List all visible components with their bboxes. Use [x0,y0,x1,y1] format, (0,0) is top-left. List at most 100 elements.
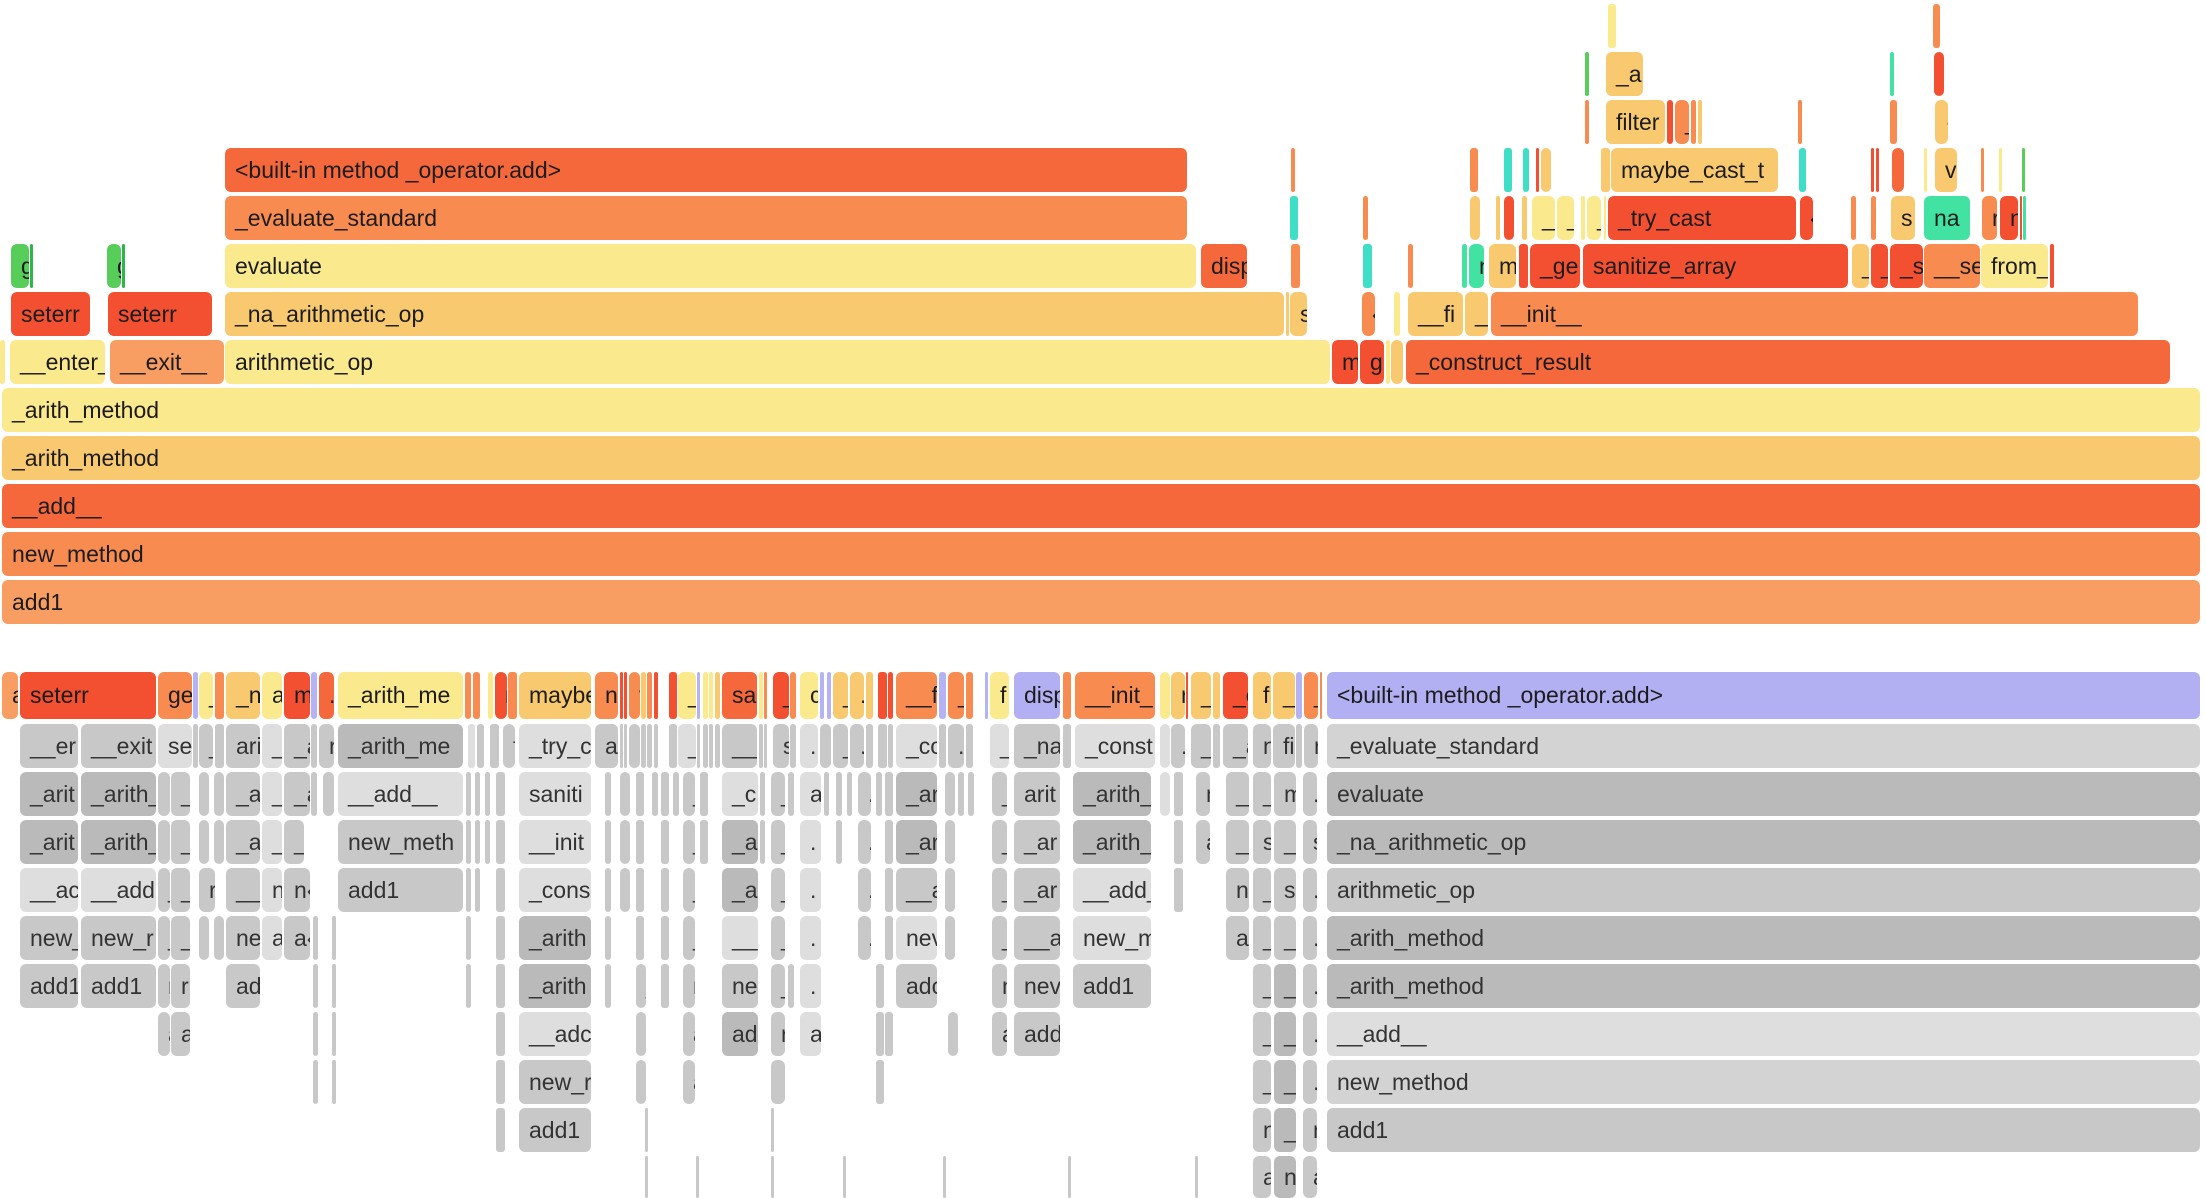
flame-frame[interactable]: f [990,672,1009,719]
flame-frame[interactable]: _arit [20,772,78,816]
flame-frame[interactable]: new_meth [338,820,463,864]
flame-frame[interactable]: . [1303,1012,1317,1056]
flame-frame[interactable]: _ [992,916,1007,960]
flame-frame[interactable]: . [885,820,893,864]
flame-frame[interactable]: _ [199,724,213,768]
flame-frame[interactable]: _ [1274,820,1296,864]
flame-frame[interactable]: _ [1191,724,1211,768]
flame-frame[interactable]: _ [171,868,190,912]
flame-frame[interactable]: n [992,964,1007,1008]
flame-frame[interactable]: _ [992,772,1007,816]
flame-frame[interactable]: _ [683,916,695,960]
flame-frame[interactable] [1585,100,1589,144]
flame-frame[interactable]: . [945,820,955,864]
flame-frame[interactable] [654,672,658,719]
flame-frame[interactable]: add1 [519,1108,591,1152]
flame-frame[interactable]: . [800,916,821,960]
flame-frame[interactable]: m [1274,772,1296,816]
flame-frame[interactable]: c [800,672,818,719]
flame-frame[interactable] [760,820,765,864]
flame-frame[interactable]: __ [722,724,757,768]
flame-frame[interactable]: r [495,672,507,719]
flame-frame[interactable]: a [948,1012,958,1056]
flame-frame[interactable]: _co [896,724,937,768]
flame-frame[interactable] [652,772,658,816]
flame-frame[interactable]: _arith_ [1073,820,1151,864]
flame-frame[interactable] [1063,672,1071,719]
flame-frame[interactable]: . [885,916,893,960]
flame-frame[interactable]: _ [678,672,696,719]
flame-frame[interactable]: a [214,916,224,960]
flame-frame[interactable]: _ar [896,772,937,816]
flame-frame[interactable] [311,724,317,768]
flame-frame[interactable]: . [669,724,677,768]
flame-frame[interactable]: . [199,820,209,864]
flame-frame[interactable] [1160,672,1170,719]
flame-frame[interactable] [620,724,623,768]
flame-frame[interactable]: from_ [1981,244,2048,288]
flame-frame[interactable] [843,1156,846,1198]
flame-frame[interactable] [700,772,708,816]
flame-frame[interactable]: _ [771,868,785,912]
flame-frame[interactable] [1667,100,1673,144]
flame-frame[interactable] [764,724,767,768]
flame-frame[interactable]: _ [771,772,785,816]
flame-frame[interactable]: seterr [11,292,90,336]
flame-frame[interactable] [878,672,887,719]
flame-frame[interactable] [0,340,5,384]
flame-frame[interactable] [760,772,765,816]
flame-frame[interactable] [696,1156,699,1198]
flame-frame[interactable]: r [636,1012,646,1056]
flame-frame[interactable]: n [595,672,618,719]
flame-frame[interactable]: _ [199,672,213,719]
flame-frame[interactable]: __init [519,820,591,864]
flame-frame[interactable] [605,820,611,864]
flame-frame[interactable] [311,772,317,816]
flame-frame[interactable]: . [1391,340,1403,384]
flame-frame[interactable] [2050,244,2054,288]
flame-frame[interactable]: __a [896,868,937,912]
flame-frame[interactable] [605,772,611,816]
flame-frame[interactable] [1581,196,1585,240]
flame-frame[interactable]: maybe [519,672,591,719]
flame-frame[interactable]: . [1892,148,1904,192]
flame-frame[interactable]: _ [1253,1012,1271,1056]
flame-frame[interactable] [1213,672,1220,719]
flame-frame[interactable]: ge [158,672,192,719]
flame-frame[interactable]: r [1303,1108,1317,1152]
flame-frame[interactable] [1981,148,1984,192]
flame-frame[interactable]: _arith_method [2,388,2200,432]
flame-frame[interactable]: . [1303,964,1317,1008]
flame-frame[interactable]: r [1171,672,1185,719]
flame-frame[interactable] [605,868,611,912]
flame-frame[interactable]: n [262,868,282,912]
flame-frame[interactable]: r [319,724,334,768]
flame-frame[interactable]: _ [262,820,282,864]
flame-frame[interactable] [466,772,471,816]
flame-frame[interactable] [2022,148,2025,192]
flame-frame[interactable] [697,724,700,768]
flame-frame[interactable] [1851,196,1856,240]
flame-frame[interactable]: _a [1223,724,1248,768]
flame-frame[interactable] [715,724,720,768]
flame-frame[interactable]: i [966,672,973,719]
flame-frame[interactable]: n‹ [1226,868,1249,912]
flame-frame[interactable]: __exit__ [110,340,224,384]
flame-frame[interactable] [771,1156,774,1198]
flame-frame[interactable]: _na [1014,724,1060,768]
flame-frame[interactable]: _a [284,772,310,816]
flame-frame[interactable]: g [11,244,29,288]
flame-frame[interactable]: add [1014,1012,1060,1056]
flame-frame[interactable] [508,672,517,719]
flame-frame[interactable]: f [490,724,499,768]
flame-frame[interactable]: · [1935,100,1948,144]
flame-frame[interactable]: _ [1465,292,1488,336]
flame-frame[interactable] [1536,148,1539,192]
flame-frame[interactable] [215,724,224,768]
flame-frame[interactable] [641,724,646,768]
flame-frame[interactable]: . [636,820,644,864]
flame-frame[interactable]: _try_c [519,724,591,768]
flame-frame[interactable]: . [1171,724,1185,768]
flame-frame[interactable] [1386,340,1390,384]
flame-frame[interactable]: _ar [1014,868,1060,912]
